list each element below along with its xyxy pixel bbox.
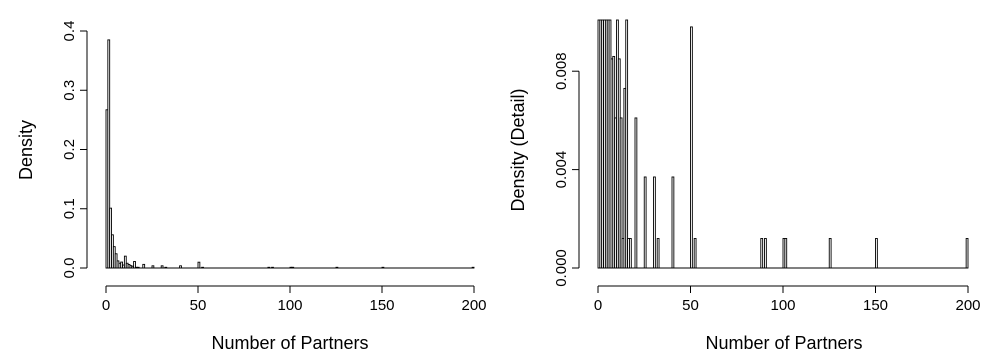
histogram-bar [764,238,767,269]
histogram-bar [629,238,632,269]
histogram-bar [965,238,969,269]
histogram-bar [197,261,201,269]
x-axis: 0 50 100 150 200 [594,285,981,314]
x-tick-label: 0 [594,297,602,314]
bars-group [597,19,969,269]
histogram-bar [690,26,693,269]
histogram-bar [671,176,675,269]
x-axis-title: Number of Partners [705,333,862,353]
x-tick-label: 100 [770,297,795,314]
x-axis-title: Number of Partners [211,333,368,353]
x-tick-label: 50 [190,297,207,314]
y-tick-label: 0.3 [61,80,78,101]
y-axis-title: Density (Detail) [508,88,528,211]
histogram-bar [634,117,638,269]
y-tick-label: 0.0 [61,258,78,279]
y-tick-label: 0.008 [553,52,570,90]
bars-group [105,39,475,269]
y-tick-label: 0.4 [61,21,78,42]
histogram-bar [760,238,764,269]
y-tick-label: 0.2 [61,139,78,160]
y-tick-label: 0.000 [553,249,570,287]
y-tick-label: 0.004 [553,151,570,189]
x-tick-label: 150 [369,297,394,314]
histogram-bar [653,176,656,269]
histogram-bar [643,176,647,269]
x-tick-label: 0 [102,297,110,314]
histogram-bar [625,19,629,269]
x-axis: 0 50 100 150 200 [102,285,487,314]
y-axis: 0.0 0.1 0.2 0.3 0.4 [61,21,88,279]
x-tick-label: 200 [955,297,980,314]
histogram-bar [875,238,878,269]
y-axis: 0.000 0.004 0.008 [553,52,580,287]
histogram-bar [784,238,788,269]
y-tick-label: 0.1 [61,198,78,219]
histogram-bar [656,238,660,269]
histogram-panel-overall: 0 50 100 150 200 0.0 0.1 0.2 0.3 0.4 Number of P… [16,21,487,353]
x-tick-label: 200 [461,297,486,314]
histogram-bar [693,238,697,269]
x-tick-label: 50 [682,297,699,314]
y-axis-title: Density [16,120,36,180]
histogram-bar [142,263,146,269]
x-tick-label: 100 [277,297,302,314]
histogram-panel-detail: 0 50 100 150 200 0.000 0.004 0.008 Number of P… [508,19,981,353]
x-tick-label: 150 [863,297,888,314]
histogram-bar [828,238,832,269]
